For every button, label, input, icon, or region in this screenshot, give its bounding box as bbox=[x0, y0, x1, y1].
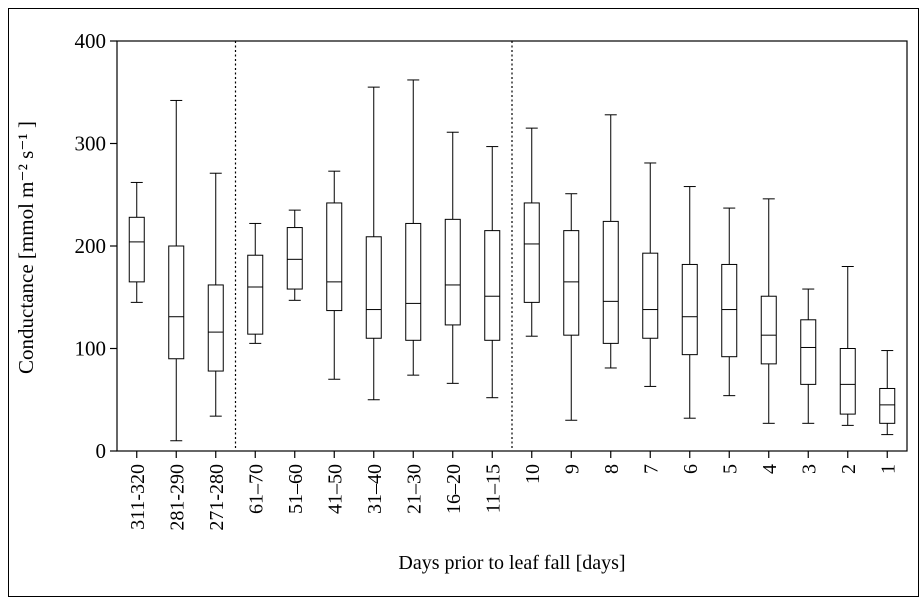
plot-area: 0 100 200 300 400 311-320 281-290 271-280 61–70 5… bbox=[75, 29, 908, 531]
x-tick-label: 11–15 bbox=[482, 464, 504, 513]
box bbox=[326, 202, 343, 312]
x-tick-label: 9 bbox=[561, 464, 583, 474]
y-tick-label: 0 bbox=[96, 439, 107, 463]
box bbox=[286, 227, 303, 290]
figure-border bbox=[8, 8, 919, 597]
x-tick-label: 16–20 bbox=[443, 464, 465, 514]
y-tick-label: 300 bbox=[75, 132, 107, 156]
box bbox=[444, 218, 461, 326]
box bbox=[168, 245, 185, 360]
box bbox=[365, 236, 382, 339]
x-tick-label: 311-320 bbox=[127, 464, 149, 530]
y-axis-label: Conductance [mmol m⁻² s⁻¹ ] bbox=[13, 120, 38, 374]
box bbox=[207, 284, 224, 372]
x-tick-label: 3 bbox=[798, 464, 820, 474]
box bbox=[642, 252, 659, 339]
x-tick-label: 1 bbox=[877, 464, 899, 474]
box bbox=[128, 216, 145, 283]
y-tick-label: 100 bbox=[75, 337, 107, 361]
y-axis-label-container: Conductance [mmol m⁻² s⁻¹ ] bbox=[6, 52, 46, 442]
x-tick-label: 7 bbox=[640, 464, 662, 474]
box bbox=[602, 220, 619, 344]
box bbox=[879, 387, 896, 424]
box bbox=[523, 202, 540, 303]
x-tick-label: 8 bbox=[601, 464, 623, 474]
x-tick-label: 271-280 bbox=[206, 464, 228, 531]
box bbox=[247, 254, 264, 335]
x-tick-label: 10 bbox=[522, 464, 544, 484]
x-tick-label: 6 bbox=[680, 464, 702, 474]
box bbox=[800, 319, 817, 385]
box bbox=[760, 295, 777, 365]
x-tick-label: 5 bbox=[719, 464, 741, 474]
x-tick-label: 31–40 bbox=[364, 464, 386, 514]
x-tick-label: 281-290 bbox=[166, 464, 188, 531]
box bbox=[721, 263, 738, 358]
x-axis-label: Days prior to leaf fall [days] bbox=[398, 552, 626, 574]
x-tick-label: 51–60 bbox=[285, 464, 307, 514]
box bbox=[839, 348, 856, 415]
y-tick-label: 200 bbox=[75, 234, 107, 258]
box bbox=[563, 230, 580, 336]
box bbox=[681, 263, 698, 356]
box bbox=[484, 230, 501, 341]
x-tick-label: 61–70 bbox=[245, 464, 267, 514]
y-tick-label: 400 bbox=[75, 29, 107, 53]
box bbox=[405, 222, 422, 341]
x-tick-label: 21–30 bbox=[403, 464, 425, 514]
x-tick-label: 4 bbox=[759, 464, 781, 474]
x-tick-label: 2 bbox=[838, 464, 860, 474]
x-tick-label: 41–50 bbox=[324, 464, 346, 514]
